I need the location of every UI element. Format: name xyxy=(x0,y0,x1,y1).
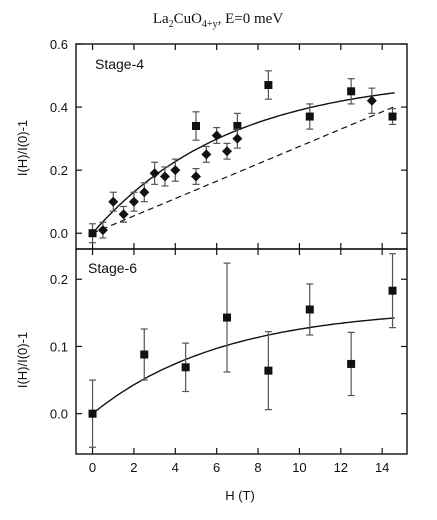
x-tick-label-4: 8 xyxy=(254,460,261,475)
y-axis-label-stage-4: I(H)/I(0)-1 xyxy=(15,120,30,176)
data-point-stage-4-diamond-6 xyxy=(159,171,170,182)
data-point-stage-6-square-4 xyxy=(264,366,273,375)
data-point-stage-4-square-2 xyxy=(233,122,242,130)
data-point-stage-6-square-7 xyxy=(388,286,397,295)
data-point-stage-4-square-1 xyxy=(191,122,200,130)
data-point-stage-4-diamond-3 xyxy=(128,196,139,207)
data-point-stage-4-diamond-2 xyxy=(118,209,129,220)
data-point-stage-4-diamond-5 xyxy=(149,168,160,179)
data-point-stage-4-diamond-1 xyxy=(108,196,119,207)
y-tick-label-stage-4-2: 0.4 xyxy=(50,100,68,115)
panel-frame-stage-6 xyxy=(75,248,408,455)
y-tick-label-stage-6-0: 0.0 xyxy=(50,407,68,422)
x-tick-label-5: 10 xyxy=(292,460,306,475)
data-point-stage-4-square-6 xyxy=(388,112,397,121)
data-point-stage-4-diamond-10 xyxy=(211,130,222,141)
x-tick-label-3: 6 xyxy=(213,460,220,475)
data-point-stage-4-diamond-7 xyxy=(170,165,181,176)
data-point-stage-6-square-2 xyxy=(181,363,190,372)
y-tick-label-stage-4-1: 0.2 xyxy=(50,163,68,178)
y-tick-label-stage-4-0: 0.0 xyxy=(50,226,68,241)
data-point-stage-4-diamond-11 xyxy=(222,146,233,157)
y-tick-label-stage-6-1: 0.1 xyxy=(50,339,68,354)
x-tick-label-0: 0 xyxy=(89,460,96,475)
plot-layer: 0.0 0.2 0.4 0.6 0.0 0.1 0.2 0 2 4 6 8 10 12 14 xyxy=(50,37,407,475)
title-tail: , E=0 meV xyxy=(218,11,284,27)
title-subscript-2: 4+y xyxy=(202,19,218,30)
y-tick-label-stage-6-2: 0.2 xyxy=(50,272,68,287)
panel-frame-stage-4 xyxy=(75,43,408,250)
chart-title: La2CuO4+y, E=0 meV xyxy=(153,11,284,30)
title-base: La xyxy=(153,11,169,27)
panel-label-stage-4: Stage-4 xyxy=(95,56,144,72)
x-tick-label-6: 12 xyxy=(334,460,348,475)
data-point-stage-4-diamond-9 xyxy=(201,149,212,160)
data-point-stage-6-square-3 xyxy=(223,313,232,322)
data-point-stage-4-diamond-8 xyxy=(190,171,201,182)
data-point-stage-6-square-6 xyxy=(347,359,356,368)
y-tick-label-stage-4-3: 0.6 xyxy=(50,37,68,52)
data-point-stage-4-diamond-0 xyxy=(97,225,108,236)
title-mid: CuO xyxy=(174,11,203,27)
data-point-stage-4-square-3 xyxy=(264,81,273,89)
x-tick-label-1: 2 xyxy=(130,460,137,475)
data-point-stage-4-square-4 xyxy=(305,112,314,121)
fit-curve-stage-4-1 xyxy=(92,106,395,234)
data-point-stage-4-square-5 xyxy=(347,87,356,96)
x-tick-label-7: 14 xyxy=(375,460,389,475)
data-point-stage-4-square-0 xyxy=(88,229,97,238)
title-subscript-1: 2 xyxy=(169,19,174,30)
data-point-stage-4-diamond-12 xyxy=(232,133,243,144)
data-point-stage-4-diamond-13 xyxy=(366,95,377,106)
data-point-stage-6-square-1 xyxy=(140,350,149,359)
y-axis-label-stage-6: I(H)/I(0)-1 xyxy=(15,332,30,388)
x-axis-label: H (T) xyxy=(225,488,255,503)
data-point-stage-6-square-5 xyxy=(305,305,314,314)
data-point-stage-6-square-0 xyxy=(88,409,97,418)
fit-curve-stage-4-0 xyxy=(91,92,395,234)
data-point-stage-4-diamond-4 xyxy=(139,187,150,198)
panel-label-stage-6: Stage-6 xyxy=(88,260,137,276)
x-tick-label-2: 4 xyxy=(172,460,179,475)
